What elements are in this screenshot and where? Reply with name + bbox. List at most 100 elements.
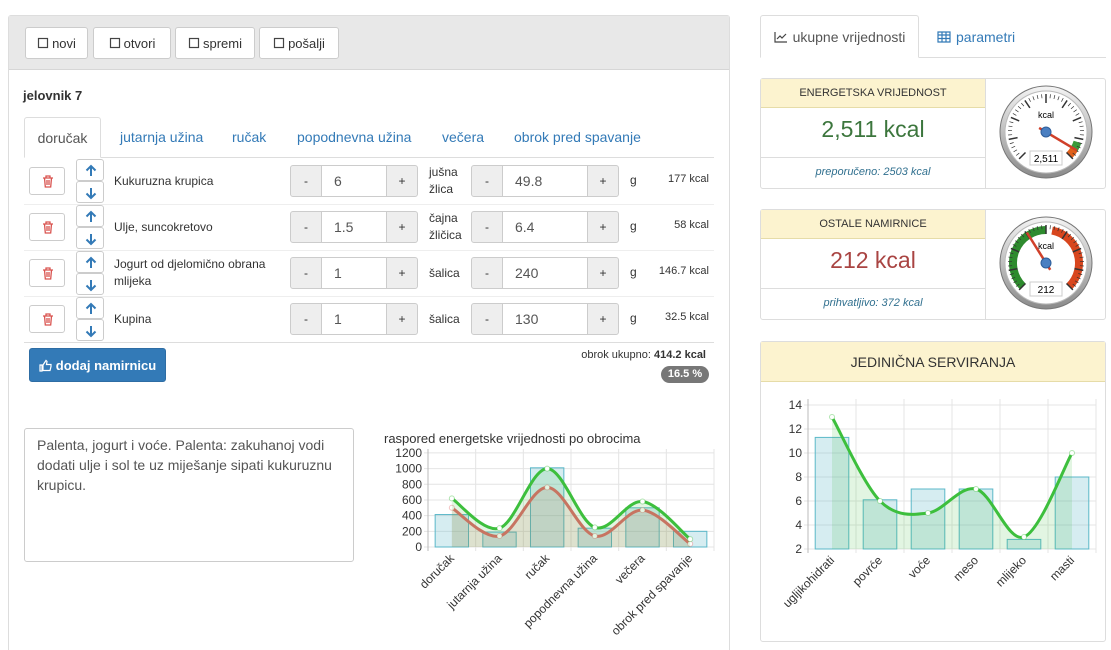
move-up[interactable] [76,159,104,181]
amount-input[interactable]: 1 [321,303,387,335]
move-up[interactable] [76,251,104,273]
meal-tab[interactable]: jutarnja užina [120,129,204,145]
toolbar-button[interactable]: pošalji [259,27,339,59]
x-tick-label: obrok pred spavanje [608,551,695,638]
energy: 146.7 kcal [658,265,709,277]
minus-button[interactable]: - [290,211,322,243]
gauge-tick [1009,252,1014,255]
amount-input[interactable]: 6 [321,165,387,197]
icon [109,37,120,49]
gauge-tick [1021,102,1025,107]
gauge-tick [1008,125,1013,128]
side-tab[interactable]: parametri [937,15,1015,58]
menu-title: jelovnik 7 [23,88,83,103]
minus-button[interactable]: - [290,303,322,335]
arrow-icon [85,164,97,176]
plus-button[interactable]: + [587,165,619,197]
grams-input[interactable]: 49.8 [502,165,588,197]
line-area [451,487,691,547]
x-tick-label: doručak [417,551,458,592]
tab-icon-shape [773,31,787,43]
gauge-tick [1010,247,1020,253]
unit: jušna žlica [429,165,458,196]
minus-button[interactable]: - [290,165,322,197]
meal-tab[interactable]: ručak [232,129,267,145]
arrow-shape [85,234,97,246]
trash-shape [43,267,53,280]
ingredient-name: Jogurt od djelomično obrana mlijeka [114,257,266,288]
gauge-tick [1075,113,1080,116]
meal-tab[interactable]: obrok pred spavanje [514,129,641,145]
button-label: novi [52,35,76,51]
ingredient-name: Ulje, suncokretovo [114,219,213,234]
move-down[interactable] [76,319,104,341]
card-value: 212 kcal [830,247,916,273]
move-up[interactable] [76,297,104,319]
toolbar-button[interactable]: novi [25,27,88,59]
gram-unit: g [630,219,637,233]
plus-button[interactable]: + [386,303,418,335]
gauge: kcal 212 [999,216,1093,310]
meal-tab[interactable]: doručak [24,117,101,158]
gauge-tick [1061,230,1068,240]
plus-button[interactable]: + [386,211,418,243]
grams-input[interactable]: 6.4 [502,211,588,243]
button-label: dodaj namirnicu [55,357,157,373]
delete-button[interactable] [29,305,65,333]
icon-shape [273,37,285,49]
gauge-tick [1053,94,1056,100]
plus-button[interactable]: + [587,211,619,243]
minus-button[interactable]: - [471,165,503,197]
gram-unit: g [630,265,637,279]
meal-total-label: obrok ukupno: [581,349,651,361]
plus-button[interactable]: + [386,165,418,197]
plus-button[interactable]: + [587,303,619,335]
grams-input[interactable]: 240 [502,257,588,289]
tab-line [24,157,714,158]
delete-button[interactable] [29,259,65,287]
move-down[interactable] [76,181,104,203]
gauge-tick [1012,113,1017,116]
toolbar-button[interactable]: otvori [93,27,171,59]
arrow-shape [85,326,97,338]
gauge-tick [1009,273,1014,276]
side-tab[interactable]: ukupne vrijednosti [760,15,919,58]
move-down[interactable] [76,227,104,249]
minus-button[interactable]: - [471,211,503,243]
plus-button[interactable]: + [386,257,418,289]
plus-button[interactable]: + [587,257,619,289]
meal-tab[interactable]: popodnevna užina [297,129,412,145]
line-point [544,465,551,472]
amount-input[interactable]: 1 [321,257,387,289]
delete-button[interactable] [29,167,65,195]
gauge-tick [1061,228,1064,233]
gauge-tick [1015,109,1019,113]
grams-input[interactable]: 130 [502,303,588,335]
chart-title: raspored energetske vrijednosti po obroc… [384,431,641,446]
toolbar-button[interactable]: spremi [175,27,255,59]
move-up[interactable] [76,205,104,227]
delete-button[interactable] [29,213,65,241]
gauge-value: 2,511 [1034,154,1059,165]
note-textarea[interactable]: Palenta, jogurt i voće. Palenta: zakuhan… [24,428,354,562]
bar [910,488,946,550]
gauge-tick [1078,273,1083,276]
move-down[interactable] [76,273,104,295]
ingredient-name: Kukuruzna krupica [114,173,214,188]
amount-input[interactable]: 1.5 [321,211,387,243]
minus-button[interactable]: - [290,257,322,289]
gauge-tick [1032,227,1035,232]
gauge-tick [1017,236,1022,241]
gauge-tick [1073,109,1077,113]
gauge-tick [1057,96,1060,101]
meal-tab[interactable]: večera [442,129,485,145]
add-ingredient-button[interactable]: dodaj namirnicu [29,348,166,382]
gauge-tick [1015,240,1019,244]
x-tick-label: meso [950,553,981,584]
minus-button[interactable]: - [471,303,503,335]
minus-button[interactable]: - [471,257,503,289]
gauge-center [1040,126,1052,138]
gauge-tick [1021,233,1025,238]
line-area [832,417,1072,549]
